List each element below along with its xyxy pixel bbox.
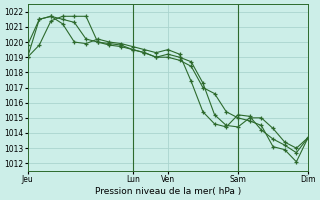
X-axis label: Pression niveau de la mer( hPa ): Pression niveau de la mer( hPa ): [95, 187, 241, 196]
